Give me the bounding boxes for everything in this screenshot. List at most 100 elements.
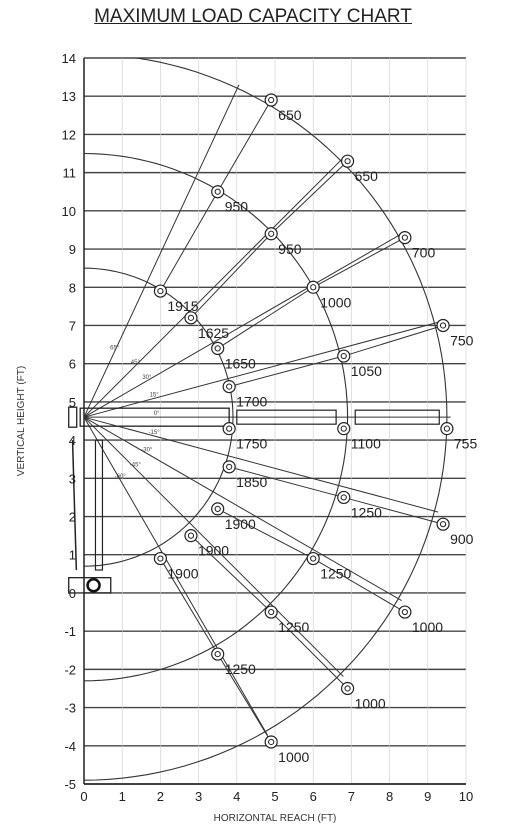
boom-angle-line: [83, 416, 439, 513]
capacity-point: [153, 284, 167, 298]
capacity-point-inner: [226, 383, 233, 390]
boom-angle-line: [83, 321, 439, 418]
capacity-point: [337, 422, 351, 436]
boom-section-2: [236, 409, 337, 425]
y-tick-label: -3: [64, 701, 76, 716]
boom-angle-label: 30°: [142, 375, 152, 381]
capacity-point-inner: [187, 314, 195, 321]
capacity-point-inner: [439, 322, 447, 329]
capacity-point: [306, 551, 320, 566]
capacity-point-inner: [310, 284, 317, 291]
x-tick-label: 10: [459, 789, 473, 804]
capacity-point: [264, 93, 278, 107]
crane-cylinder: [71, 440, 78, 571]
boom-section-1: [79, 407, 230, 427]
capacity-label: 1625: [198, 325, 229, 341]
capacity-label: 1100: [351, 436, 381, 452]
capacity-point-inner: [344, 158, 351, 165]
capacity-label: 1900: [198, 543, 229, 559]
y-tick-label: 9: [69, 242, 76, 257]
capacity-point: [184, 311, 198, 325]
y-tick-label: -4: [64, 739, 76, 754]
capacity-point: [222, 422, 236, 436]
capacity-point: [222, 380, 236, 394]
y-tick-label: 12: [62, 127, 76, 142]
boom-section-3: [354, 409, 440, 425]
boom-angle-label: -15°: [149, 430, 161, 436]
capacity-point: [306, 280, 320, 294]
capacity-label: 1250: [278, 619, 309, 635]
capacity-point: [211, 341, 225, 355]
capacity-label: 1000: [355, 695, 386, 711]
x-tick-label: 1: [119, 789, 126, 804]
capacity-label: 1250: [351, 504, 382, 520]
y-tick-label: 8: [69, 280, 76, 295]
y-tick-label: 2: [69, 510, 76, 525]
boom-angle-line: [83, 233, 402, 418]
x-tick-label: 0: [80, 789, 87, 804]
crane-pivot-wheel: [86, 578, 101, 593]
y-tick-label: 10: [62, 204, 76, 219]
capacity-point: [398, 230, 412, 245]
y-tick-label: 4: [69, 433, 76, 448]
y-tick-label: 7: [69, 318, 76, 333]
capacity-point: [436, 318, 450, 333]
capacity-point: [264, 227, 278, 241]
y-tick-label: 6: [69, 357, 76, 372]
boom-angle-line: [83, 416, 402, 602]
capacity-label: 1750: [236, 436, 267, 452]
x-tick-label: 5: [271, 789, 278, 804]
capacity-point-inner: [443, 425, 450, 432]
boom-angle-label: -60°: [115, 474, 127, 480]
y-tick-label: 13: [62, 89, 76, 104]
capacity-label: 1915: [167, 298, 198, 314]
capacity-point-inner: [439, 521, 447, 528]
capacity-point: [440, 422, 454, 436]
capacity-point-inner: [268, 230, 275, 237]
capacity-point-inner: [340, 352, 347, 360]
capacity-label: 700: [412, 245, 436, 261]
capacity-point: [337, 490, 351, 505]
capacity-label: 1050: [351, 363, 382, 379]
capacity-point: [211, 185, 225, 199]
capacity-point-inner: [310, 555, 317, 562]
capacity-label: 1250: [320, 566, 351, 582]
capacity-point-inner: [157, 555, 164, 562]
capacity-label: 1900: [225, 516, 256, 532]
capacity-point-inner: [340, 494, 347, 501]
boom-angle-lines: 65° 45° 30° 15° 0° -15° -30° -45°-60°: [83, 84, 451, 743]
capacity-point-inner: [157, 287, 164, 295]
capacity-label: 950: [225, 199, 249, 215]
y-tick-label: 1: [69, 548, 76, 563]
x-tick-label: 9: [424, 789, 431, 804]
capacity-connector: [229, 324, 444, 388]
y-tick-label: -2: [64, 662, 76, 677]
x-tick-label: 3: [195, 789, 202, 804]
boom-angle-label: 15°: [150, 392, 160, 398]
capacity-label: 900: [450, 531, 474, 547]
capacity-point: [211, 502, 225, 516]
capacity-point-inner: [268, 738, 275, 746]
capacity-point-inner: [268, 96, 275, 104]
capacity-label: 1250: [225, 661, 256, 677]
capacity-point-inner: [344, 685, 351, 692]
boom-angle-label: 65°: [110, 345, 120, 351]
capacity-label: 1700: [236, 394, 267, 410]
capacity-point: [264, 735, 278, 749]
x-tick-label: 4: [233, 789, 240, 804]
y-tick-label: 5: [69, 395, 76, 410]
y-axis-label: VERTICAL HEIGHT (FT): [16, 366, 27, 476]
capacity-label: 950: [278, 241, 302, 257]
y-tick-label: 11: [63, 166, 77, 181]
y-tick-label: 0: [69, 586, 76, 601]
capacity-point: [184, 529, 198, 543]
x-tick-label: 6: [310, 789, 317, 804]
capacity-point: [337, 349, 351, 363]
x-axis-label: HORIZONTAL REACH (FT): [214, 813, 337, 824]
boom-head: [68, 406, 78, 428]
x-tick-label: 8: [386, 789, 393, 804]
capacity-point: [211, 647, 225, 661]
y-tick-label: 14: [62, 51, 76, 66]
capacity-point-inner: [187, 532, 195, 539]
capacity-label: 1000: [412, 619, 443, 635]
